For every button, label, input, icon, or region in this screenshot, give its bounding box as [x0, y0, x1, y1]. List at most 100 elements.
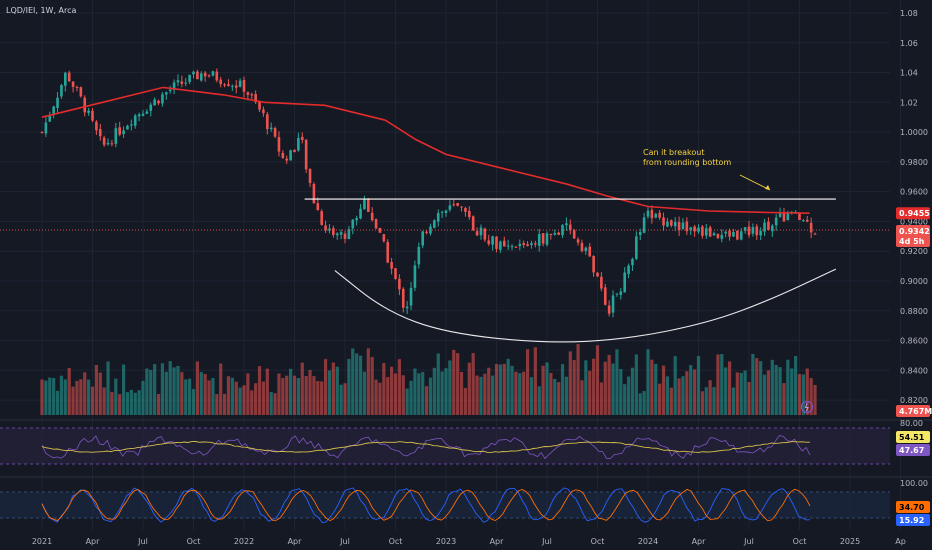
stoch-d-tag-bg [896, 501, 930, 513]
volume-bar [549, 372, 553, 415]
volume-bar [568, 351, 572, 415]
candle-body [526, 244, 529, 246]
candle-body [697, 227, 700, 232]
countdown-tag: 4d 5h [899, 237, 925, 246]
candle-body [332, 228, 335, 235]
candle-body [464, 207, 467, 212]
rsi-tag: 47.67 [899, 446, 924, 455]
volume-bar [180, 372, 184, 415]
volume-bar [615, 349, 619, 415]
candle-body [600, 276, 603, 289]
volume-bar [677, 378, 681, 415]
rsi-ma-tag-bg [896, 431, 930, 443]
candle-body [413, 265, 417, 288]
volume-bar [720, 354, 724, 415]
volume-bar [424, 386, 429, 415]
volume-bar [766, 370, 771, 415]
candle-body [75, 86, 79, 88]
volume-bar [304, 376, 308, 415]
candle-body [553, 232, 557, 235]
candle-body [242, 80, 246, 92]
candle-body [367, 199, 370, 212]
y-tick-label: 1.06 [900, 39, 918, 48]
candle-body [95, 121, 98, 131]
volume-bar [242, 385, 246, 415]
candle-body [161, 94, 164, 104]
volume-bar [351, 348, 355, 415]
candle-body [689, 227, 693, 231]
volume-bar [265, 368, 269, 415]
x-tick-label: 2021 [32, 537, 52, 546]
candle-body [658, 212, 661, 218]
candle-body [394, 268, 397, 280]
volume-bar [386, 377, 390, 415]
candle-body [545, 233, 549, 245]
volume-bar [331, 362, 335, 415]
candle-body [809, 222, 813, 233]
volume-bar [529, 377, 534, 415]
volume-bar [52, 377, 56, 415]
volume-bar [417, 373, 421, 415]
candle-body [479, 227, 483, 236]
volume-bars [40, 344, 817, 415]
candle-body [429, 226, 432, 234]
volume-bar [409, 380, 413, 415]
candle-body [126, 125, 129, 130]
x-tick-label: Apr [692, 537, 707, 546]
candle-body [106, 142, 110, 145]
candle-body [681, 222, 685, 229]
volume-bar [794, 356, 798, 415]
volume-bar [222, 393, 227, 415]
candle-body [502, 240, 506, 247]
volume-bar [87, 379, 91, 415]
y-tick-label: 0.8400 [900, 366, 928, 375]
volume-bar [712, 387, 716, 415]
volume-bar [572, 359, 576, 415]
volume-bar [646, 349, 650, 415]
candle-body [262, 109, 265, 114]
candle-body [359, 208, 362, 219]
stoch-d-tag: 34.70 [899, 503, 925, 512]
volume-bar [219, 363, 223, 415]
candle-body [250, 94, 254, 96]
ma-price-tag: 0.9455 [899, 209, 930, 218]
y-tick-label: 1.04 [900, 69, 918, 78]
volume-bar [199, 371, 203, 415]
volume-bar [48, 377, 52, 415]
volume-bar [102, 387, 106, 415]
volume-bar [588, 370, 592, 415]
volume-bar [584, 360, 588, 415]
rounding-bottom-curve [334, 268, 837, 343]
candle-body [739, 231, 743, 240]
volume-bar [592, 358, 596, 415]
volume-bar [203, 374, 207, 415]
candle-body [87, 110, 90, 113]
candle-body [149, 104, 153, 111]
candle-body [685, 221, 689, 232]
volume-bar [308, 369, 312, 415]
x-tick-label: Jul [541, 537, 552, 546]
volume-bar [603, 361, 607, 415]
rsi-line [41, 435, 811, 460]
volume-bar [323, 359, 328, 415]
chart-title: LQD/IEI, 1W, Arca [6, 6, 77, 15]
volume-bar [347, 358, 351, 415]
volume-bar [110, 391, 114, 415]
x-axis: 2021 Apr Jul Oct 2022 Apr Jul Oct 2023 Apr Jul Oct 2… [32, 537, 906, 546]
replay-icon[interactable] [800, 400, 814, 414]
candle-body [456, 202, 459, 206]
candle-body [56, 97, 59, 108]
volume-bar [576, 344, 580, 415]
volume-bar [296, 378, 300, 415]
volume-bar [448, 360, 452, 415]
candle-body [635, 236, 638, 259]
candle-body [786, 213, 790, 221]
volume-bar [801, 374, 805, 415]
volume-bar [358, 355, 363, 415]
candle-body [312, 184, 316, 204]
volume-bar [156, 393, 161, 415]
candle-body [215, 71, 219, 81]
volume-bar [168, 361, 172, 415]
